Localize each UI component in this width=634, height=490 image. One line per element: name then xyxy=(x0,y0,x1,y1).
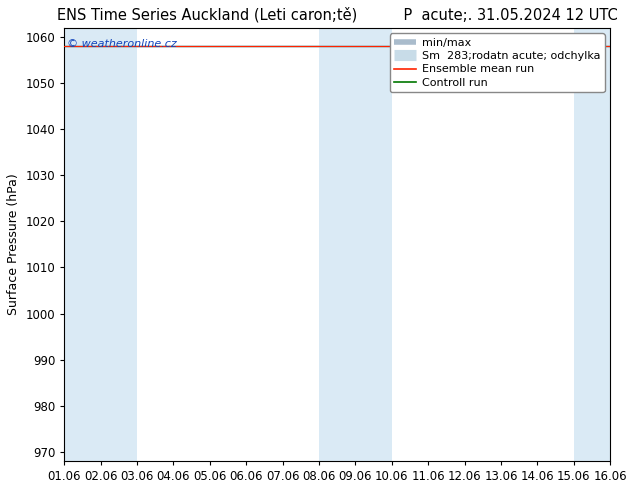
Bar xyxy=(611,28,634,461)
Text: © weatheronline.cz: © weatheronline.cz xyxy=(67,39,177,49)
Title: ENS Time Series Auckland (Leti caron;tě)          P  acute;. 31.05.2024 12 UTC: ENS Time Series Auckland (Leti caron;tě)… xyxy=(57,7,618,23)
Bar xyxy=(319,28,356,461)
Bar xyxy=(64,28,101,461)
Bar xyxy=(574,28,611,461)
Legend: min/max, Sm  283;rodatn acute; odchylka, Ensemble mean run, Controll run: min/max, Sm 283;rodatn acute; odchylka, … xyxy=(389,33,605,92)
Y-axis label: Surface Pressure (hPa): Surface Pressure (hPa) xyxy=(7,173,20,315)
Bar xyxy=(356,28,392,461)
Bar xyxy=(101,28,137,461)
